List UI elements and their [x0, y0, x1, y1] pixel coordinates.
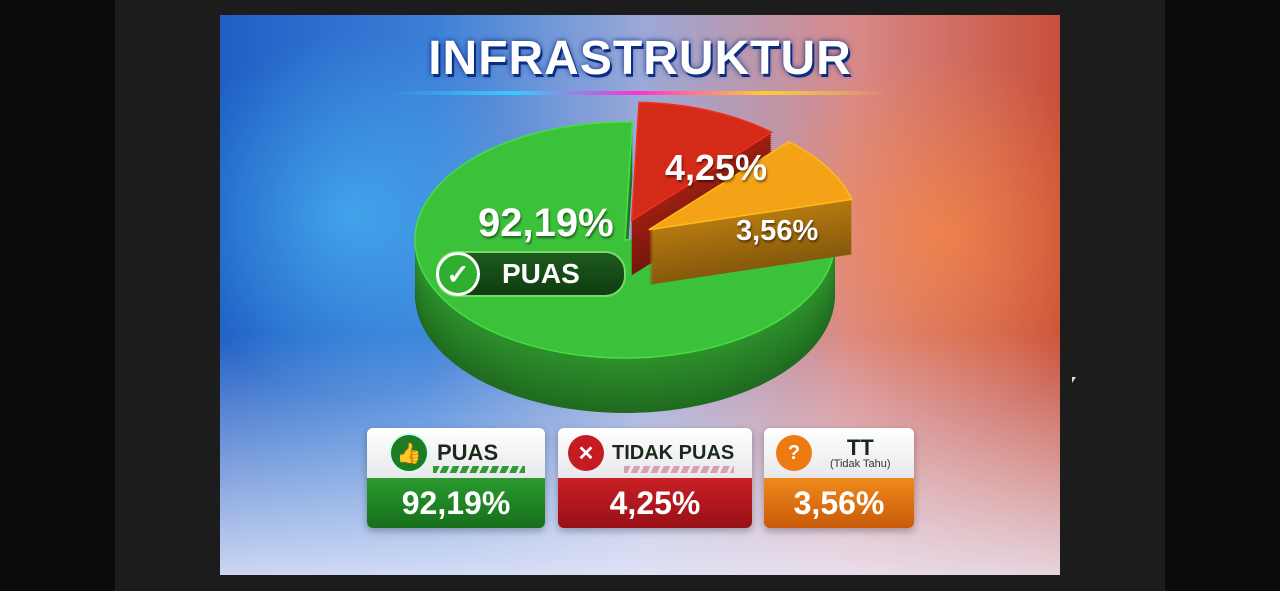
thumbs-down-icon: ✕ — [568, 435, 604, 471]
slice-label-tt: 3,56% — [736, 215, 819, 247]
legend-sublabel: (Tidak Tahu) — [830, 457, 891, 470]
slice-label-puas: 92,19% — [478, 201, 614, 245]
slice-top — [648, 140, 853, 231]
stripe-decoration — [433, 466, 525, 473]
title-underline — [390, 91, 890, 95]
legend-value: 3,56% — [764, 478, 914, 528]
slide: INFRASTRUKTUR 92,19% ✓ PUAS 4,25% 3,56% … — [220, 15, 1060, 575]
slice-top — [630, 101, 774, 222]
slice-tt — [648, 140, 853, 285]
stripe-decoration — [624, 466, 734, 473]
slice-label-tidak-puas: 4,25% — [665, 147, 768, 188]
legend-label: TT — [846, 434, 874, 460]
legend-card-tt: ? TT (Tidak Tahu) 3,56% — [764, 428, 914, 528]
legend-value: 4,25% — [558, 478, 752, 528]
check-icon: ✓ — [436, 252, 480, 296]
thumbs-up-icon: 👍 — [389, 433, 429, 473]
puas-badge: ✓ PUAS — [436, 251, 626, 297]
chart-title: INFRASTRUKTUR — [428, 32, 852, 85]
slice-top — [414, 121, 836, 359]
legend-card-puas: 👍 PUAS 92,19% — [367, 428, 545, 528]
puas-badge-label: PUAS — [502, 258, 580, 289]
legend-label: TIDAK PUAS — [612, 441, 735, 464]
legend-value: 92,19% — [367, 478, 545, 528]
legend-label: PUAS — [437, 440, 499, 465]
legend-card-tidak-puas: ✕ TIDAK PUAS 4,25% — [558, 428, 752, 528]
question-icon: ? — [776, 435, 812, 471]
mouse-cursor — [1072, 377, 1076, 383]
